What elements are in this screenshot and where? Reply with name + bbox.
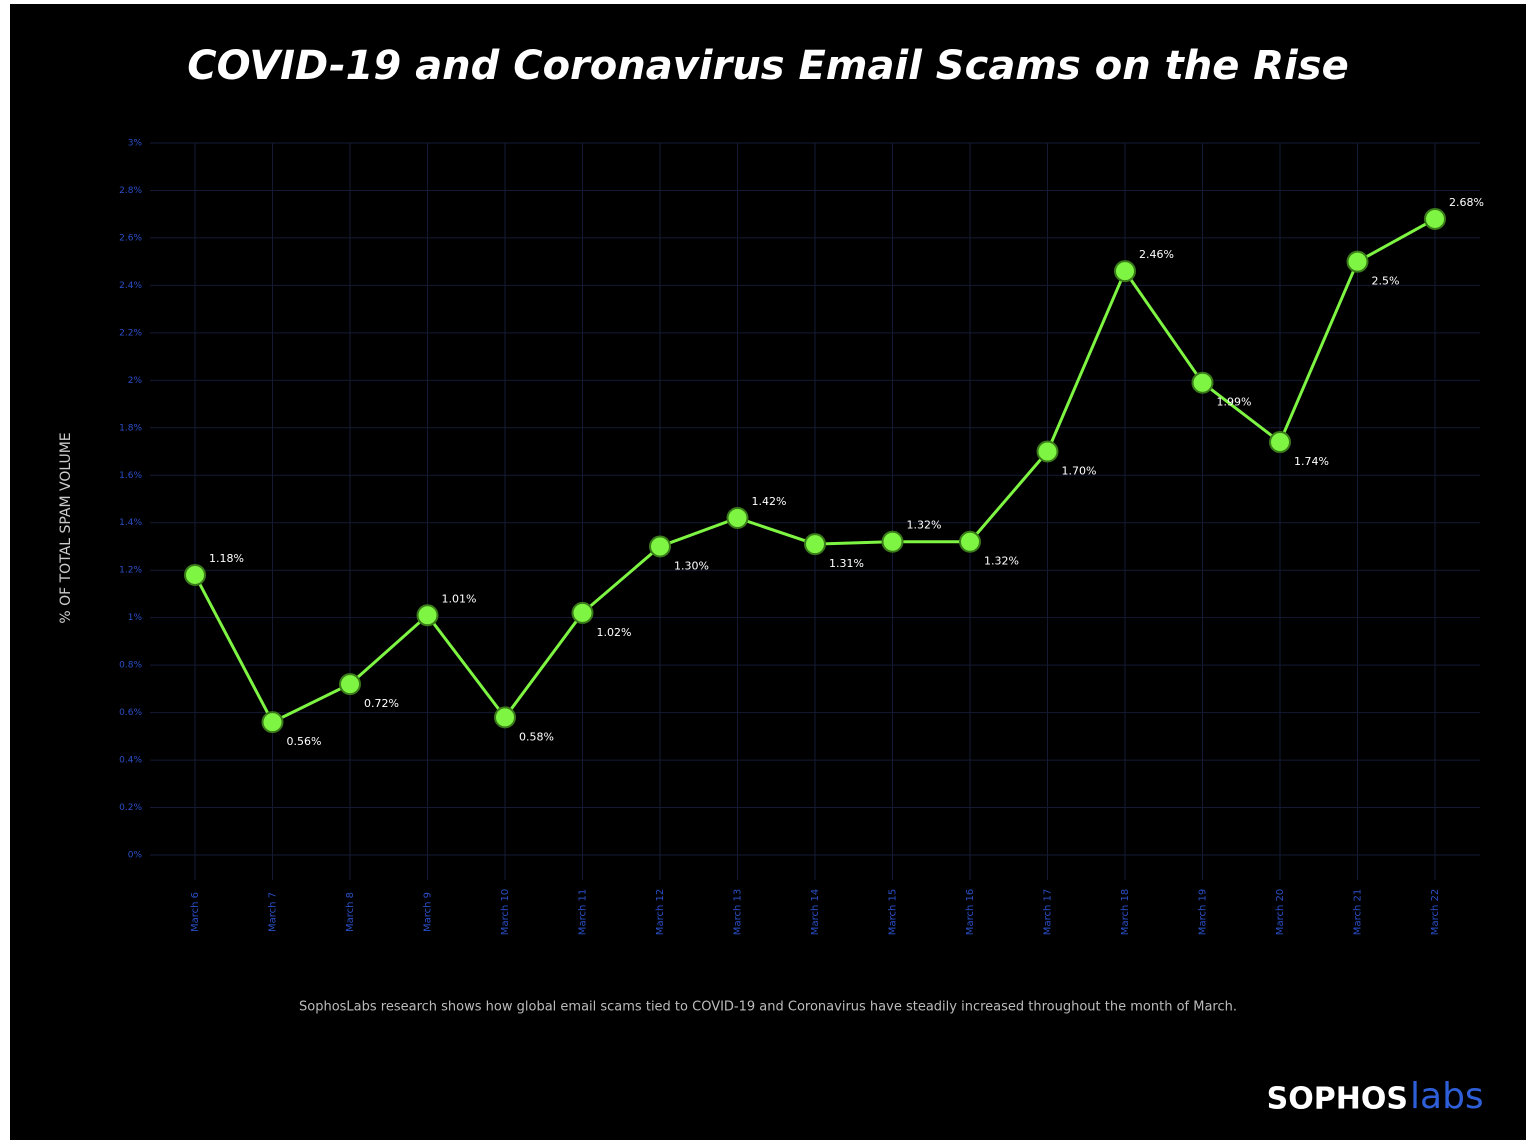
data-label: 1.70%	[1062, 465, 1097, 478]
y-tick-label: 0%	[128, 851, 143, 861]
y-tick-label: 0.2%	[119, 803, 142, 813]
data-label: 1.31%	[829, 557, 864, 570]
x-tick-label: March 20	[1275, 889, 1286, 935]
x-tick-label: March 7	[268, 892, 279, 932]
data-label: 1.99%	[1217, 396, 1252, 409]
point	[1191, 371, 1214, 394]
y-axis-title: % OF TOTAL SPAM VOLUME	[58, 432, 74, 623]
y-tick-label: 1%	[128, 613, 143, 623]
data-label: 1.32%	[984, 555, 1019, 568]
y-tick-label: 1.4%	[119, 518, 142, 528]
point	[959, 530, 981, 553]
logo-text: labs	[1410, 1076, 1484, 1117]
point	[1269, 431, 1291, 454]
y-tick-label: 2.2%	[119, 328, 142, 338]
point	[416, 604, 439, 627]
y-tick-label: 2.8%	[119, 186, 142, 196]
data-label: 1.42%	[752, 495, 787, 508]
x-tick-label: March 8	[345, 892, 356, 932]
point	[339, 673, 361, 696]
data-label: 1.18%	[209, 552, 244, 565]
point	[726, 506, 749, 529]
x-tick-label: March 16	[965, 889, 976, 935]
y-tick-label: 1.2%	[119, 566, 142, 576]
data-label: 1.30%	[674, 559, 709, 572]
x-tick-label: March 15	[888, 889, 899, 935]
data-label: 2.46%	[1139, 248, 1174, 261]
y-tick-label: 3%	[128, 139, 143, 149]
data-label: 1.02%	[597, 626, 632, 639]
data-label: 1.74%	[1294, 455, 1329, 468]
point	[1424, 207, 1446, 230]
point	[804, 533, 826, 556]
x-tick-label: March 13	[733, 889, 744, 935]
data-label: 2.5%	[1372, 275, 1400, 288]
point	[494, 706, 516, 729]
y-tick-label: 0.4%	[119, 756, 142, 766]
background	[10, 4, 1526, 1140]
point	[571, 601, 594, 624]
x-tick-label: March 9	[423, 892, 434, 932]
y-tick-label: 0.6%	[119, 708, 142, 718]
x-tick-label: March 6	[190, 892, 201, 932]
caption: SophosLabs research shows how global ema…	[299, 1000, 1237, 1015]
point	[261, 711, 284, 734]
y-tick-label: 2%	[128, 376, 143, 386]
x-tick-label: March 10	[500, 889, 511, 935]
point	[649, 535, 671, 558]
point	[881, 530, 904, 553]
x-tick-label: March 21	[1353, 889, 1364, 935]
y-tick-label: 0.8%	[119, 661, 142, 671]
y-tick-label: 2.4%	[119, 281, 142, 291]
logo-text: SOPHOS	[1267, 1082, 1408, 1117]
point	[1114, 260, 1136, 283]
data-label: 1.32%	[907, 519, 942, 532]
x-tick-label: March 17	[1043, 889, 1054, 935]
data-label: 1.01%	[442, 592, 477, 605]
x-tick-label: March 11	[578, 889, 589, 935]
data-label: 2.68%	[1449, 196, 1484, 209]
y-tick-label: 1.8%	[119, 423, 142, 433]
point	[1036, 440, 1059, 463]
data-label: 0.58%	[519, 730, 554, 743]
x-tick-label: March 19	[1198, 889, 1209, 935]
x-tick-label: March 14	[810, 889, 821, 935]
data-label: 0.72%	[364, 697, 399, 710]
x-tick-label: March 22	[1430, 889, 1441, 935]
point	[184, 563, 206, 586]
data-label: 0.56%	[287, 735, 322, 748]
y-tick-label: 2.6%	[119, 233, 142, 243]
x-tick-label: March 18	[1120, 889, 1131, 935]
x-tick-label: March 12	[655, 889, 666, 935]
point	[1346, 250, 1369, 273]
y-tick-label: 1.6%	[119, 471, 142, 481]
chart-title: COVID-19 and Coronavirus Email Scams on …	[187, 43, 1348, 89]
